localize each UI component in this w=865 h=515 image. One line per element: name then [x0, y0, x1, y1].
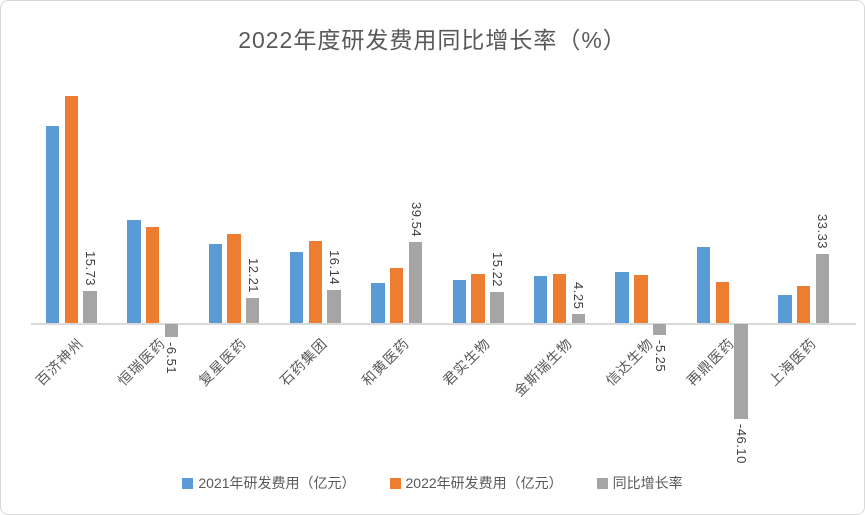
category-label: 信达生物	[602, 335, 657, 389]
bar-series1-cat7	[634, 274, 648, 323]
chart-title: 2022年度研发费用同比增长率（%）	[238, 27, 627, 53]
bar-series1-cat4	[390, 267, 404, 323]
growth-data-label: 15.73	[83, 250, 99, 286]
bar-series1-cat5	[471, 273, 485, 323]
bar-series1-cat3	[308, 240, 323, 323]
bar-series1-cat6	[552, 273, 567, 323]
legend-label-2021: 2021年研发费用（亿元）	[198, 475, 356, 491]
bar-series0-cat7	[615, 271, 629, 323]
bar-series2-cat0	[83, 290, 97, 323]
bar-series0-cat1	[127, 220, 141, 323]
bar-series0-cat3	[290, 252, 304, 323]
category-label: 百济神州	[32, 335, 87, 389]
bar-series0-cat8	[696, 246, 711, 323]
legend-label-growth: 同比增长率	[612, 475, 683, 491]
growth-data-label: 15.22	[489, 251, 505, 287]
bar-series2-cat6	[571, 314, 585, 323]
legend-swatch-growth	[596, 477, 608, 489]
bar-series1-cat1	[146, 226, 160, 323]
legend-swatch-2021	[182, 477, 194, 489]
growth-data-label: 4.25	[571, 282, 587, 310]
bar-series2-cat3	[327, 289, 341, 323]
bar-series2-cat4	[408, 241, 423, 323]
growth-data-label: -46.10	[733, 423, 749, 464]
growth-data-label: 12.21	[245, 257, 261, 293]
bar-series0-cat9	[778, 295, 792, 323]
category-label: 上海医药	[765, 335, 819, 389]
legend-item-2022: 2022年研发费用（亿元）	[389, 473, 563, 493]
bar-series2-cat7	[652, 324, 667, 335]
category-label: 复星医药	[195, 335, 250, 389]
bar-series0-cat0	[46, 126, 60, 323]
bar-series1-cat2	[227, 234, 241, 323]
category-label: 恒瑞医药	[114, 335, 169, 389]
bar-series1-cat9	[796, 285, 811, 323]
bar-series1-cat0	[64, 95, 79, 323]
x-axis-line	[31, 323, 856, 325]
bar-series2-cat5	[490, 291, 504, 323]
legend-swatch-2022	[389, 477, 401, 489]
growth-data-label: 39.54	[408, 201, 424, 237]
bar-series2-cat2	[246, 297, 260, 323]
bar-series0-cat6	[534, 275, 548, 323]
bar-series1-cat8	[715, 282, 729, 323]
legend-label-2022: 2022年研发费用（亿元）	[405, 475, 563, 491]
growth-data-label: 16.14	[327, 249, 343, 285]
category-label: 和黄医药	[358, 335, 413, 389]
growth-data-label: 33.33	[815, 214, 831, 250]
bar-series0-cat5	[452, 280, 467, 323]
legend-item-2021: 2021年研发费用（亿元）	[182, 473, 356, 493]
bar-series0-cat4	[371, 283, 385, 323]
category-label: 君实生物	[439, 335, 494, 389]
bar-series0-cat2	[208, 244, 223, 323]
legend: 2021年研发费用（亿元） 2022年研发费用（亿元） 同比增长率	[1, 473, 864, 493]
bar-series2-cat1	[164, 324, 179, 338]
legend-item-growth: 同比增长率	[596, 473, 683, 493]
category-label: 再鼎医药	[683, 335, 738, 389]
category-label: 石药集团	[277, 335, 331, 389]
bar-series2-cat8	[734, 324, 748, 419]
bar-series2-cat9	[815, 254, 829, 323]
category-label: 金斯瑞生物	[510, 335, 575, 400]
